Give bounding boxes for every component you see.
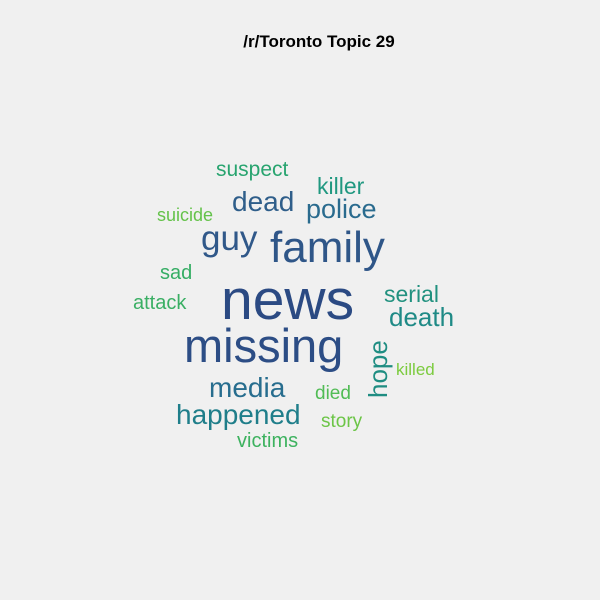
- word-media: media: [209, 372, 286, 403]
- word-attack: attack: [133, 292, 187, 314]
- word-guy: guy: [201, 219, 258, 258]
- word-dead: dead: [232, 186, 295, 217]
- word-suicide: suicide: [157, 205, 214, 225]
- word-police: police: [306, 194, 377, 224]
- word-killed: killed: [396, 360, 435, 379]
- word-news: news: [221, 268, 355, 332]
- word-victims: victims: [237, 430, 299, 452]
- word-sad: sad: [160, 262, 193, 284]
- word-family: family: [270, 223, 385, 272]
- word-suspect: suspect: [216, 158, 289, 181]
- word-killer: killer: [317, 173, 365, 199]
- word-serial: serial: [384, 281, 439, 307]
- word-story: story: [321, 411, 363, 432]
- chart-title: /r/Toronto Topic 29: [243, 32, 395, 51]
- word-hope: hope: [363, 340, 393, 398]
- word-died: died: [315, 383, 351, 404]
- word-happened: happened: [176, 399, 301, 430]
- word-death: death: [389, 302, 455, 332]
- word-missing: missing: [184, 319, 344, 372]
